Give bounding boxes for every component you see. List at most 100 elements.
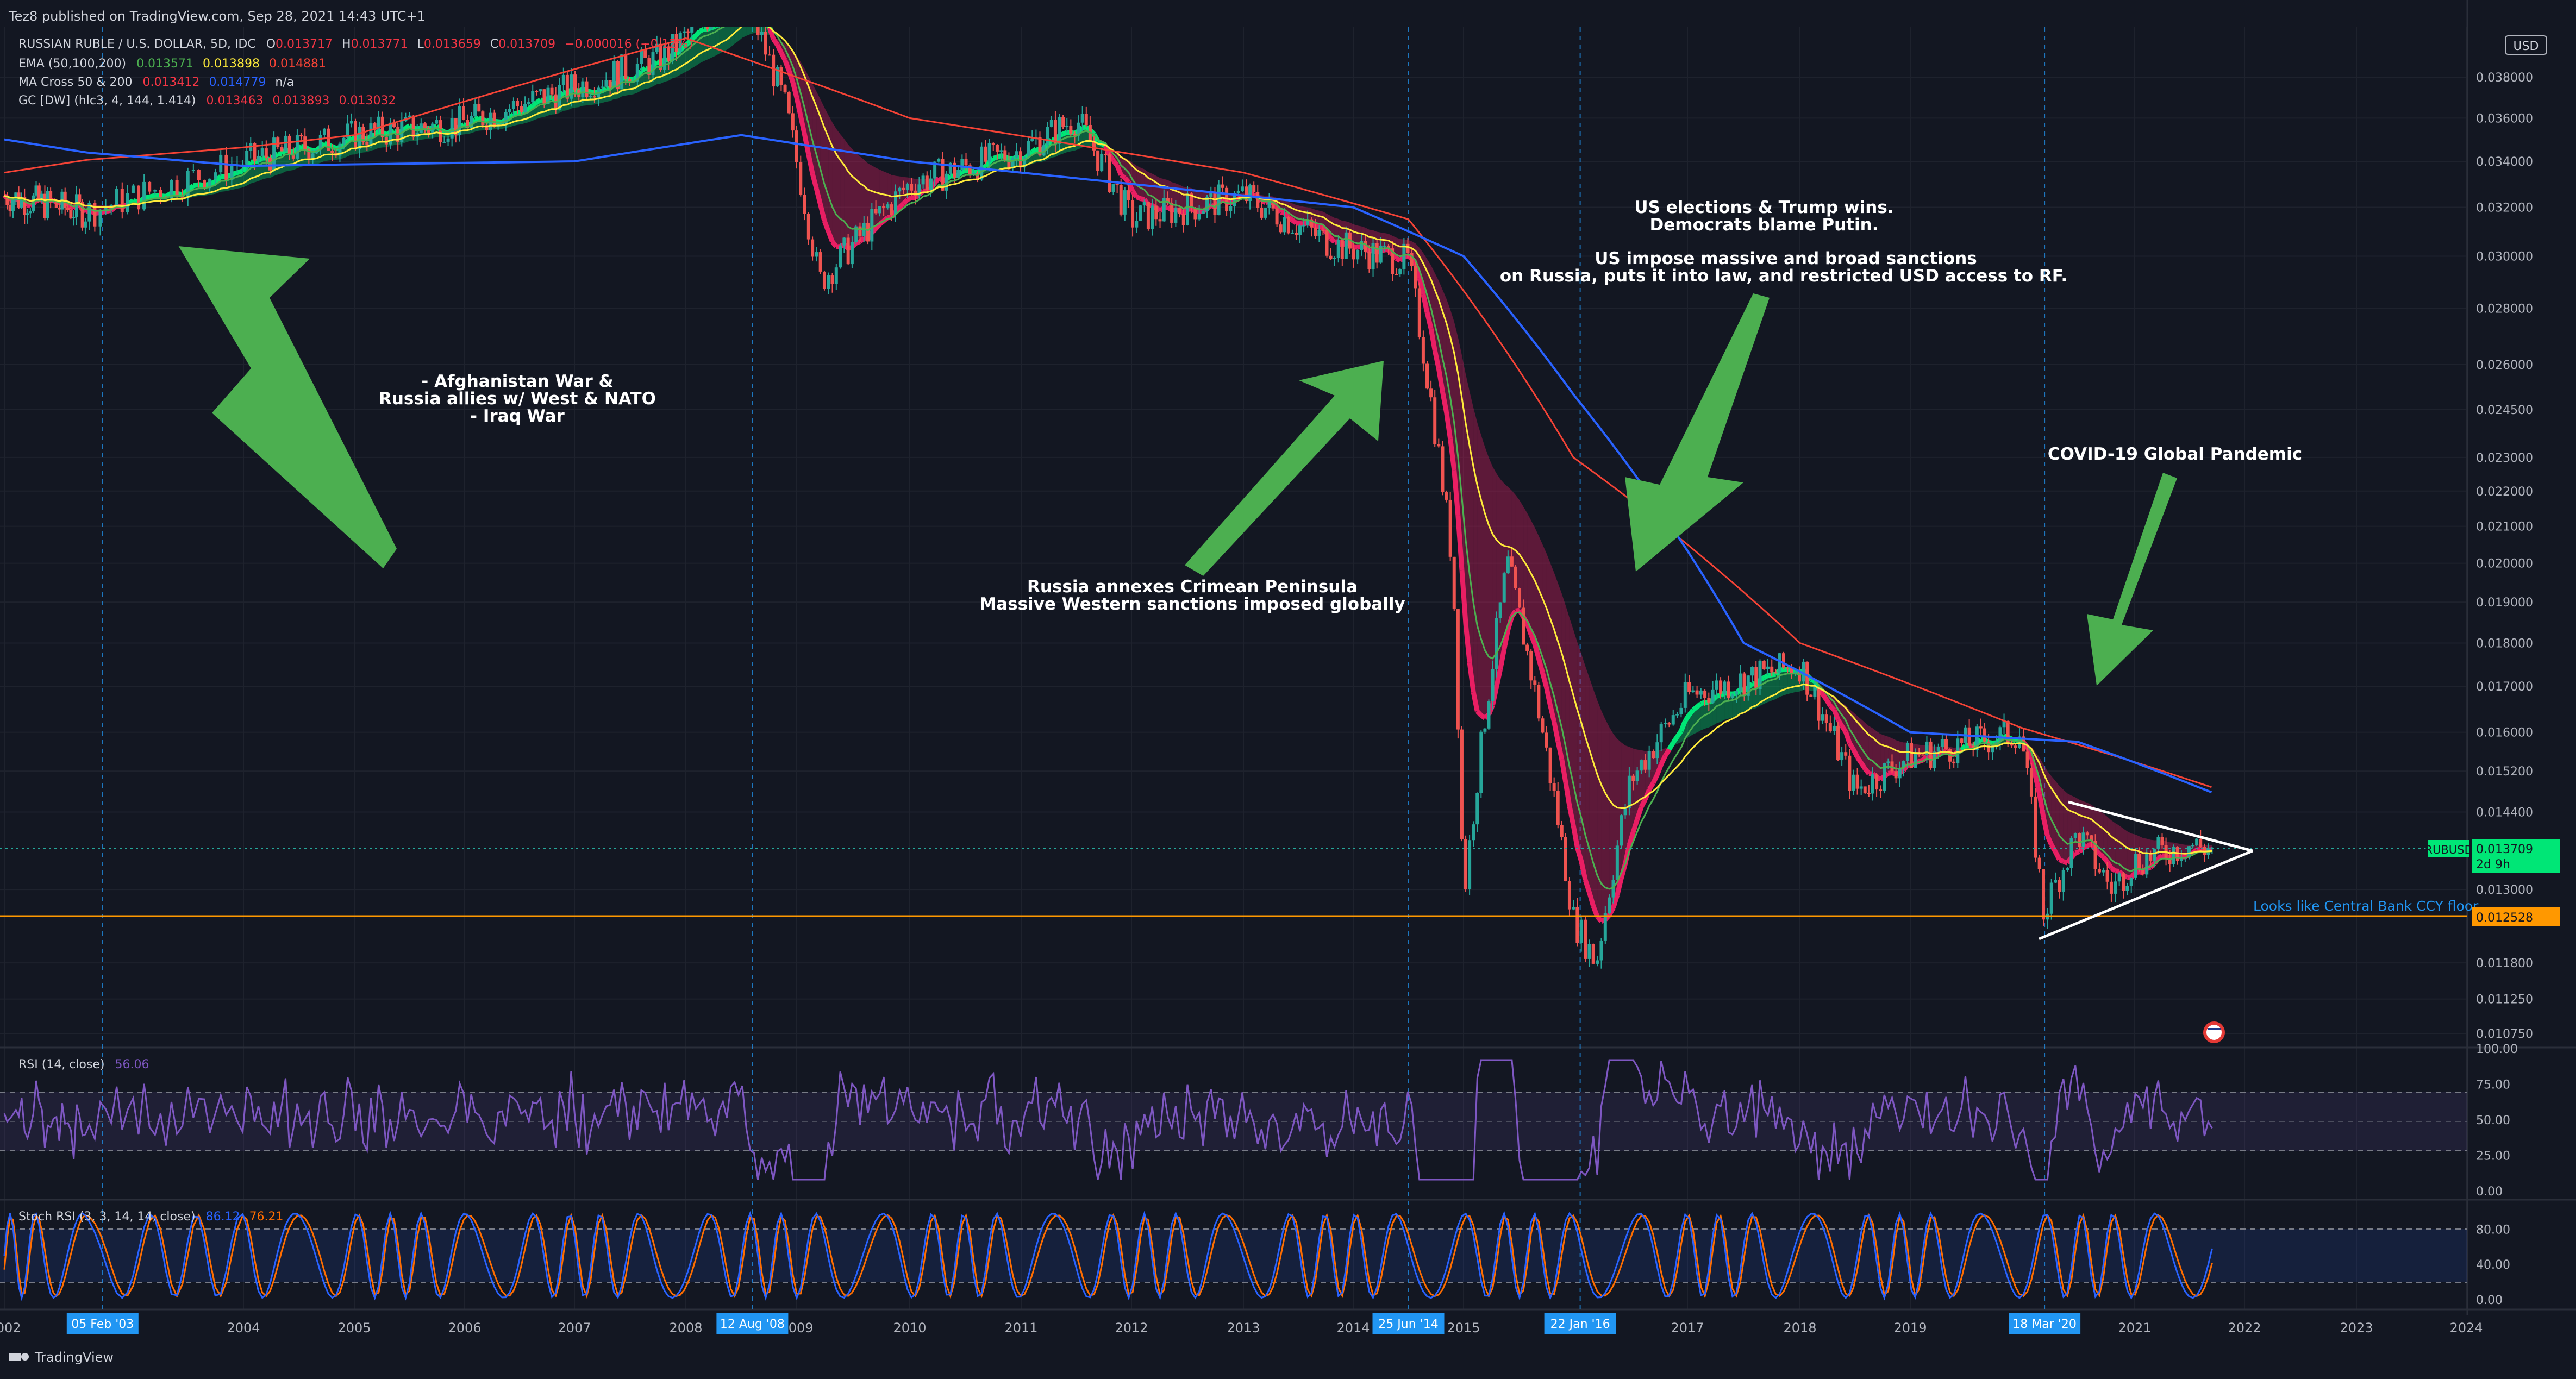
stoch-legend[interactable]: Stoch RSI (3, 3, 14, 14, close) 86.12 76… <box>18 1210 284 1224</box>
candle-body <box>1805 661 1809 695</box>
candle-body <box>523 104 527 112</box>
candle-body <box>1821 714 1824 721</box>
gc-line-segment <box>983 160 992 168</box>
gc-ribbon-segment <box>727 27 731 50</box>
candle-body <box>369 123 373 146</box>
gc-ribbon-segment <box>750 27 754 35</box>
stoch-d-line <box>3 1212 2213 1299</box>
candle-body <box>2134 854 2137 878</box>
time-axis[interactable]: 2002200420052006200720082009201020112012… <box>0 1320 2483 1336</box>
candle-body <box>1599 940 1603 961</box>
gc-ribbon-segment <box>1354 224 1358 248</box>
candle-body <box>827 275 830 289</box>
candle-body <box>933 161 937 179</box>
ma-cross-legend[interactable]: MA Cross 50 & 200 0.013412 0.014779 n/a <box>18 76 294 89</box>
gc-ribbon-segment <box>1477 422 1481 716</box>
candle-body <box>1929 741 1933 768</box>
candle-body <box>1879 789 1883 791</box>
candle-body <box>1108 154 1111 192</box>
last-price-box <box>2472 839 2560 873</box>
candle-body <box>1746 675 1750 696</box>
price-axis[interactable]: 0.038000 0.036000 0.034000 0.032000 0.030000… <box>2476 71 2533 1041</box>
candle-body <box>1252 185 1256 192</box>
candle-body <box>473 103 477 116</box>
candle-body <box>655 43 659 53</box>
gc-line-segment <box>1583 879 1592 893</box>
symbol-tag: RUBUSD <box>2424 843 2473 856</box>
gc-ribbon-segment <box>1569 618 1573 825</box>
ema-legend[interactable]: EMA (50,100,200) 0.013571 0.013898 0.014… <box>18 57 326 71</box>
gc-line-segment <box>2029 756 2038 777</box>
gc-line-segment <box>1502 629 1511 650</box>
gc-ribbon-segment <box>1144 169 1148 205</box>
gc-line-segment <box>1563 782 1572 807</box>
gc-line-segment <box>767 27 776 40</box>
candle-body <box>170 180 173 199</box>
gc-line-segment <box>992 154 998 161</box>
candle-body <box>647 58 651 75</box>
candle-body <box>1711 689 1715 703</box>
gc-ribbon-segment <box>1500 479 1504 669</box>
tradingview-logo: TradingView <box>9 1350 114 1365</box>
symbol-name: RUSSIAN RUBLE / U.S. DOLLAR, 5D, IDC <box>18 37 256 51</box>
gc-line-segment <box>640 66 647 73</box>
candle-body <box>153 190 157 192</box>
candle-body <box>1852 774 1855 791</box>
ma50-value: 0.013412 <box>142 76 199 89</box>
gc-legend[interactable]: GC [DW] (hlc3, 4, 144, 1.414) 0.013463 0… <box>18 94 396 108</box>
candle-body <box>358 127 361 149</box>
triangle-resistance-line[interactable] <box>2068 800 2253 853</box>
gc-line-segment <box>1452 469 1461 516</box>
symbol-legend[interactable]: RUSSIAN RUBLE / U.S. DOLLAR, 5D, IDC O0.… <box>18 37 693 51</box>
rsi-legend[interactable]: RSI (14, close) 56.06 <box>18 1058 149 1071</box>
candle-body <box>253 143 257 161</box>
ema200-line <box>4 37 2212 788</box>
triangle-support-line[interactable] <box>2039 849 2253 941</box>
candle-body <box>1991 745 1994 753</box>
gc-ribbon-segment <box>606 88 610 102</box>
gc-line-segment <box>2062 859 2068 866</box>
candle-body <box>592 96 596 98</box>
rsi-title: RSI (14, close) <box>18 1058 105 1071</box>
gc-ribbon-segment <box>1466 374 1470 663</box>
candle-body <box>1863 786 1867 793</box>
rsi-tick-label: 75.00 <box>2476 1079 2510 1092</box>
stoch-axis[interactable]: 80.00 40.00 0.00 <box>2476 1223 2510 1307</box>
arrow-crimea <box>1185 361 1384 576</box>
gc-ribbon-segment <box>1550 563 1554 722</box>
gc-line-segment <box>1384 247 1389 253</box>
candle-body <box>783 85 787 92</box>
candle-body <box>964 159 968 166</box>
ma200-line <box>4 134 2212 794</box>
candle-body <box>1197 214 1201 220</box>
gc-ribbon-segment <box>828 115 833 242</box>
gc-line-segment <box>1840 724 1848 734</box>
low-value: 0.013659 <box>424 37 481 51</box>
rsi-axis[interactable]: 100.00 75.00 50.00 25.00 0.00 <box>2476 1043 2518 1199</box>
candle-body <box>1983 728 1987 742</box>
gc-ribbon-segment <box>856 152 860 243</box>
candle-body <box>1364 241 1367 252</box>
candle-body <box>620 54 624 90</box>
candle-body <box>1383 245 1386 247</box>
candle-body <box>635 64 639 82</box>
change-value: −0.000016 (−0.12%) <box>565 37 693 51</box>
gc-ribbon-segment <box>1877 731 1881 780</box>
gc-line-segment <box>1532 643 1541 660</box>
gc-ribbon-segment <box>820 99 824 221</box>
time-tick-label: 2013 <box>1227 1320 1260 1336</box>
candle-body <box>1910 743 1914 768</box>
candle-body <box>8 205 12 211</box>
event-date-label: 22 Jan '16 <box>1550 1318 1610 1331</box>
gc-line-segment <box>1611 894 1620 909</box>
candle-body <box>1495 618 1498 669</box>
candle-body <box>287 135 291 154</box>
gc-line-segment <box>766 27 771 29</box>
currency-badge[interactable] <box>2505 35 2547 55</box>
candle-body <box>1236 191 1240 193</box>
gc-ribbon-segment <box>1140 167 1145 199</box>
candle-body <box>1058 117 1061 144</box>
gc-line-segment <box>1771 672 1777 678</box>
candle-body <box>1975 726 1979 750</box>
